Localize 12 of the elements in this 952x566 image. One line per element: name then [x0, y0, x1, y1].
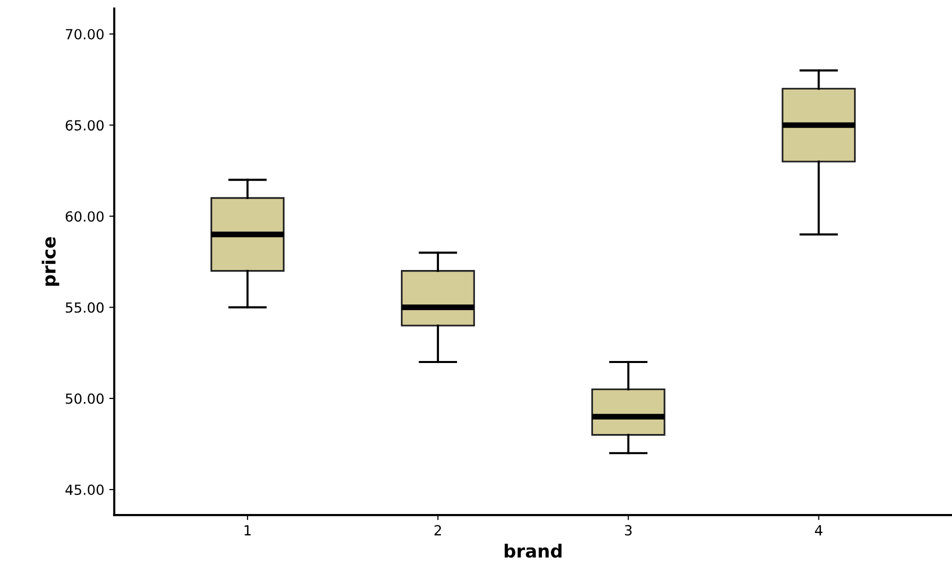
x-tick-label: 2 [434, 525, 441, 536]
x-tick-label: 3 [624, 525, 632, 536]
x-tick-label: 1 [244, 525, 251, 536]
x-tick-label: 4 [814, 525, 822, 536]
x-axis-title: brand [504, 544, 562, 558]
y-tick-label: 55.00 [66, 302, 104, 313]
y-tick-label: 60.00 [66, 211, 104, 222]
y-tick-label: 65.00 [66, 120, 104, 131]
y-tick-label: 45.00 [65, 484, 104, 496]
y-axis-title: price [42, 237, 60, 286]
y-tick-label: 70.00 [66, 28, 104, 40]
y-tick-label: 50.00 [66, 393, 104, 404]
